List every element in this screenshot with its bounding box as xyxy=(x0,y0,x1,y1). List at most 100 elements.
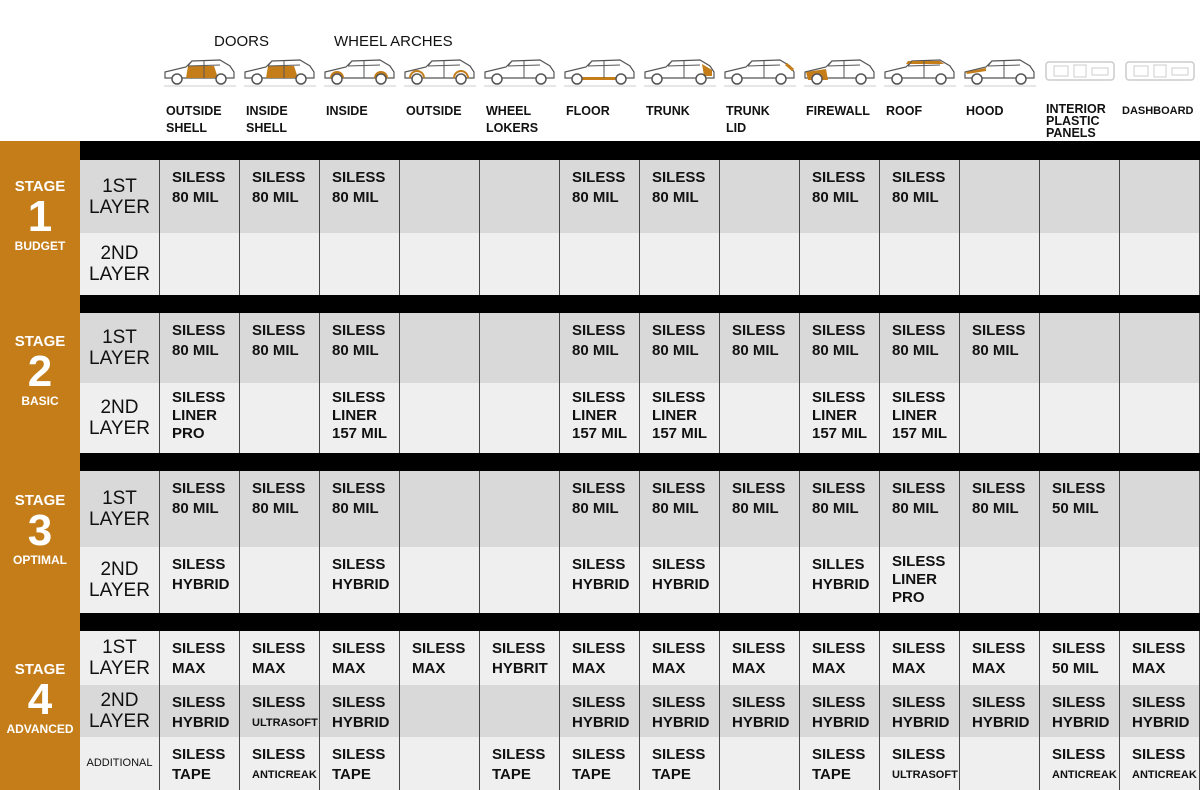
cell-text-line: SILESS xyxy=(572,480,626,497)
cell-text-line: SILESS xyxy=(332,169,386,186)
layer-label: 2ND LAYER xyxy=(80,383,160,453)
table-cell: SILESS MAX xyxy=(160,631,240,685)
stage-number: 1 xyxy=(27,191,53,241)
cell-text-line: ULTRASOFT xyxy=(892,769,958,781)
cell-text-line: HYBRID xyxy=(332,576,390,593)
table-cell xyxy=(240,233,320,295)
cell-text-line: LINER xyxy=(892,571,937,588)
table-cell: SILESS 80 MIL xyxy=(880,471,960,547)
table-cell: SILESS 50 MIL xyxy=(1040,631,1120,685)
cell-text-line: SILESS xyxy=(412,640,466,657)
table-cell xyxy=(240,383,320,453)
table-cell xyxy=(1040,547,1120,613)
cell-text-line: 80 MIL xyxy=(332,189,379,206)
cell-text-line: 80 MIL xyxy=(332,342,379,359)
cell-text-line: LINER xyxy=(572,407,617,424)
cell-text-line: SILESS xyxy=(1052,694,1106,711)
cell-text-line: 80 MIL xyxy=(892,500,939,517)
stage-name: OPTIMAL xyxy=(13,553,67,567)
layer-label-line: 2ND xyxy=(100,690,139,711)
cell-text-line: 80 MIL xyxy=(812,342,859,359)
cell-text-line: SILESS xyxy=(652,480,706,497)
layer-label: 1ST LAYER xyxy=(80,160,160,233)
cell-text-line: TAPE xyxy=(172,766,211,783)
cell-text-line: SILESS xyxy=(332,640,386,657)
column-header: OUTSIDE SHELL xyxy=(166,104,222,135)
cell-text-line: ANTICREAK xyxy=(1132,769,1197,781)
layer-label-line: 1ST xyxy=(102,488,137,509)
table-cell: SILESS 80 MIL xyxy=(960,313,1040,383)
table-cell: SILESS LINER PRO xyxy=(880,547,960,613)
cell-text-line: SILESS xyxy=(652,746,706,763)
layer-label-line: LAYER xyxy=(89,509,150,530)
table-cell xyxy=(960,160,1040,233)
table-cell: SILESS MAX xyxy=(880,631,960,685)
cell-text-line: SILESS xyxy=(732,694,786,711)
cell-text-line: 80 MIL xyxy=(652,342,699,359)
table-cell: SILESS ULTRASOFT xyxy=(240,685,320,737)
cell-text-line: MAX xyxy=(172,660,206,677)
car-hood-icon xyxy=(962,56,1038,93)
cell-text-line: SILESS xyxy=(1132,746,1186,763)
table-cell xyxy=(400,685,480,737)
cell-text-line: 80 MIL xyxy=(572,342,619,359)
cell-text-line: SILESS xyxy=(812,480,866,497)
cell-text-line: SILESS xyxy=(252,322,306,339)
stage-label: STAGE 4 ADVANCED xyxy=(0,661,80,736)
table-cell: SILESS 80 MIL xyxy=(160,160,240,233)
cell-text-line: MAX xyxy=(812,660,846,677)
cell-text-line: SILESS xyxy=(172,746,226,763)
cell-text-line: TAPE xyxy=(652,766,691,783)
table-cell xyxy=(1040,383,1120,453)
stage-number: 2 xyxy=(27,347,53,396)
cell-text-line: MAX xyxy=(1132,660,1166,677)
table-cell xyxy=(960,547,1040,613)
layer-label-line: 1ST xyxy=(102,637,137,658)
table-cell xyxy=(1120,471,1200,547)
car-trunk-lid-icon xyxy=(722,56,798,93)
cell-text-line: HYBRID xyxy=(332,714,390,731)
cell-text-line: MAX xyxy=(572,660,606,677)
cell-text-line: SILESS xyxy=(492,746,546,763)
column-header: INTERIOR PLASTIC PANELS xyxy=(1046,102,1106,140)
table-cell xyxy=(400,471,480,547)
column-header: INSIDE xyxy=(326,104,368,118)
layer-label-line: 2ND xyxy=(100,559,139,580)
table-cell: SILESS LINER 157 MIL xyxy=(320,383,400,453)
table-cell xyxy=(880,233,960,295)
cell-text-line: HYBRID xyxy=(812,714,870,731)
car-floor-icon xyxy=(562,56,638,93)
cell-text-line: 80 MIL xyxy=(972,500,1019,517)
layer-label-line: LAYER xyxy=(89,580,150,601)
table-cell: SILESS HYBRID xyxy=(160,685,240,737)
cell-text-line: SILESS xyxy=(972,322,1026,339)
cell-text-line: SILESS xyxy=(652,556,706,573)
cell-text-line: HYBRID xyxy=(972,714,1030,731)
table-cell: SILESS 80 MIL xyxy=(240,313,320,383)
cell-text-line: PRO xyxy=(172,425,205,442)
table-cell: SILESS TAPE xyxy=(560,737,640,790)
table-cell: SILLES HYBRID xyxy=(800,547,880,613)
car-firewall-icon xyxy=(802,56,878,93)
cell-text-line: MAX xyxy=(972,660,1006,677)
layer-label-line: ADDITIONAL xyxy=(86,757,153,769)
cell-text-line: 80 MIL xyxy=(252,342,299,359)
table-cell: SILESS HYBRID xyxy=(720,685,800,737)
cell-text-line: SILESS xyxy=(252,169,306,186)
cell-text-line: LINER xyxy=(812,407,857,424)
table-cell xyxy=(720,233,800,295)
cell-text-line: 80 MIL xyxy=(252,500,299,517)
table-cell: SILESS HYBRID xyxy=(1040,685,1120,737)
stage-separator xyxy=(80,295,1200,313)
table-cell: SILESS 80 MIL xyxy=(560,313,640,383)
cell-text-line: SILESS xyxy=(892,322,946,339)
cell-text-line: SILESS xyxy=(252,746,306,763)
car-wheel-lockers-icon xyxy=(482,56,558,93)
cell-text-line: SILESS xyxy=(892,480,946,497)
car-roof-icon xyxy=(882,56,958,93)
cell-text-line: LINER xyxy=(652,407,697,424)
cell-text-line: SILESS xyxy=(252,480,306,497)
table-cell: SILESS 80 MIL xyxy=(320,160,400,233)
cell-text-line: SILESS xyxy=(172,556,226,573)
table-cell xyxy=(400,313,480,383)
